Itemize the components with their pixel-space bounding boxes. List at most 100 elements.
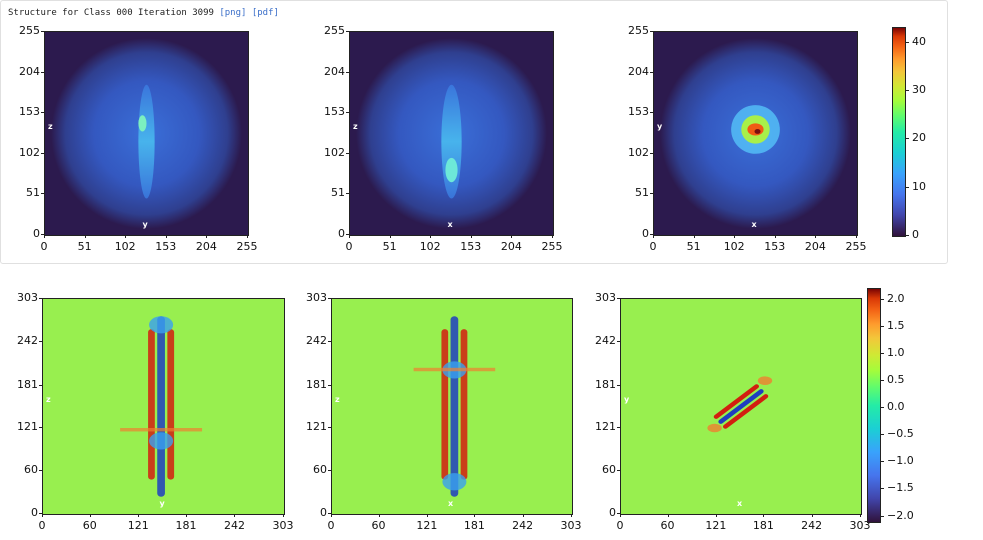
x-axis-label: y	[159, 499, 165, 508]
x-tick-label: 153	[460, 240, 482, 253]
side-arm	[413, 367, 496, 372]
x-axis-label: x	[737, 499, 743, 508]
colorbar-tick-mark	[880, 298, 884, 300]
x-tick-mark	[234, 514, 236, 517]
x-tick-mark	[185, 514, 187, 517]
y-axis-label: z	[353, 122, 358, 132]
y-tick-label: 204	[19, 64, 40, 78]
positive-lobe-2	[167, 329, 175, 480]
lobe-cap-2	[149, 432, 174, 450]
y-tick-label: 242	[306, 334, 327, 348]
positive-lobe-1	[148, 329, 155, 480]
y-tick-mark	[617, 470, 620, 472]
x-tick-mark	[84, 235, 86, 238]
satellite-lobe-1	[707, 423, 722, 433]
lobe-cap-2	[442, 473, 467, 491]
x-tick-mark	[667, 514, 669, 517]
x-tick-label: 0	[327, 519, 335, 532]
colorbar-tick-label: 0.0	[887, 400, 905, 414]
x-tick-label: 102	[114, 240, 136, 253]
y-tick-mark	[328, 513, 331, 514]
y-tick-mark	[617, 427, 620, 429]
y-tick-mark	[328, 298, 331, 299]
y-tick-mark	[650, 71, 653, 73]
y-tick-label: 0	[642, 227, 649, 240]
colorbar-tick-mark	[905, 138, 909, 140]
y-tick-label: 102	[628, 145, 649, 159]
colorbar-tick-mark	[905, 186, 909, 188]
y-tick-mark	[41, 31, 44, 32]
y-tick-mark	[346, 193, 349, 195]
heatmap-plot-area	[653, 31, 858, 236]
y-tick-label: 303	[17, 291, 38, 304]
x-tick-mark	[125, 235, 127, 238]
y-tick-label: 51	[26, 186, 40, 200]
colorbar-tick-label: −1.5	[887, 481, 914, 495]
density-streak	[138, 84, 155, 199]
y-tick-label: 60	[313, 463, 327, 477]
x-tick-label: 102	[419, 240, 441, 253]
y-tick-label: 0	[31, 506, 38, 519]
x-tick-mark	[860, 514, 861, 517]
y-tick-mark	[41, 152, 44, 154]
y-tick-mark	[346, 234, 349, 235]
y-axis-label: y	[657, 122, 663, 132]
pdf-link[interactable]: [pdf]	[251, 8, 279, 18]
negative-lobe	[450, 316, 459, 497]
heatmap-image	[660, 38, 851, 229]
y-tick-label: 0	[338, 227, 345, 240]
y-tick-label: 102	[324, 145, 345, 159]
colorbar-tick-mark	[880, 488, 884, 490]
y-tick-label: 0	[609, 506, 616, 519]
y-tick-mark	[41, 112, 44, 114]
colorbar-tick-mark	[880, 380, 884, 382]
y-tick-mark	[650, 234, 653, 235]
colorbar-2	[867, 288, 881, 523]
x-tick-label: 255	[236, 240, 258, 253]
y-tick-label: 204	[628, 64, 649, 78]
colorbar-tick-label: 2.0	[887, 291, 905, 305]
x-tick-mark	[89, 514, 91, 517]
y-tick-label: 153	[324, 105, 345, 119]
x-tick-label: 60	[371, 519, 386, 532]
y-tick-mark	[41, 234, 44, 235]
x-tick-mark	[206, 235, 208, 238]
y-tick-mark	[650, 112, 653, 114]
y-tick-label: 121	[595, 420, 616, 434]
x-tick-label: 204	[804, 240, 826, 253]
x-tick-mark	[331, 514, 332, 517]
x-tick-mark	[44, 235, 45, 238]
x-tick-label: 303	[560, 519, 582, 532]
y-tick-label: 60	[24, 463, 38, 477]
y-tick-label: 153	[628, 105, 649, 119]
x-axis-label: x	[751, 220, 757, 229]
x-tick-label: 102	[723, 240, 745, 253]
positive-lobe-1	[441, 329, 449, 480]
colorbar-tick-label: 40	[912, 34, 926, 48]
colorbar-tick-label: 30	[912, 82, 926, 96]
x-tick-mark	[693, 235, 695, 238]
x-tick-mark	[165, 235, 167, 238]
heatmap-plot-area	[331, 298, 573, 515]
x-tick-label: 242	[223, 519, 245, 532]
satellite-lobe-2	[757, 376, 773, 385]
y-tick-label: 204	[324, 64, 345, 78]
colorbar-tick-mark	[905, 41, 909, 43]
diagonal-band-2	[718, 389, 764, 424]
colorbar-tick-mark	[880, 434, 884, 436]
x-tick-label: 121	[127, 519, 149, 532]
colorbar-1	[892, 27, 906, 237]
x-tick-label: 303	[272, 519, 294, 532]
x-tick-mark	[247, 235, 248, 238]
colorbar-tick-mark	[880, 461, 884, 463]
png-link[interactable]: [png]	[219, 8, 247, 18]
heatmap-image	[51, 38, 242, 229]
x-tick-label: 242	[801, 519, 823, 532]
heatmap-plot-area	[44, 31, 249, 236]
x-tick-label: 60	[660, 519, 675, 532]
y-tick-mark	[346, 112, 349, 114]
x-tick-mark	[138, 514, 140, 517]
y-axis-label: z	[46, 394, 51, 404]
density-core	[747, 123, 764, 136]
x-tick-label: 181	[752, 519, 774, 532]
